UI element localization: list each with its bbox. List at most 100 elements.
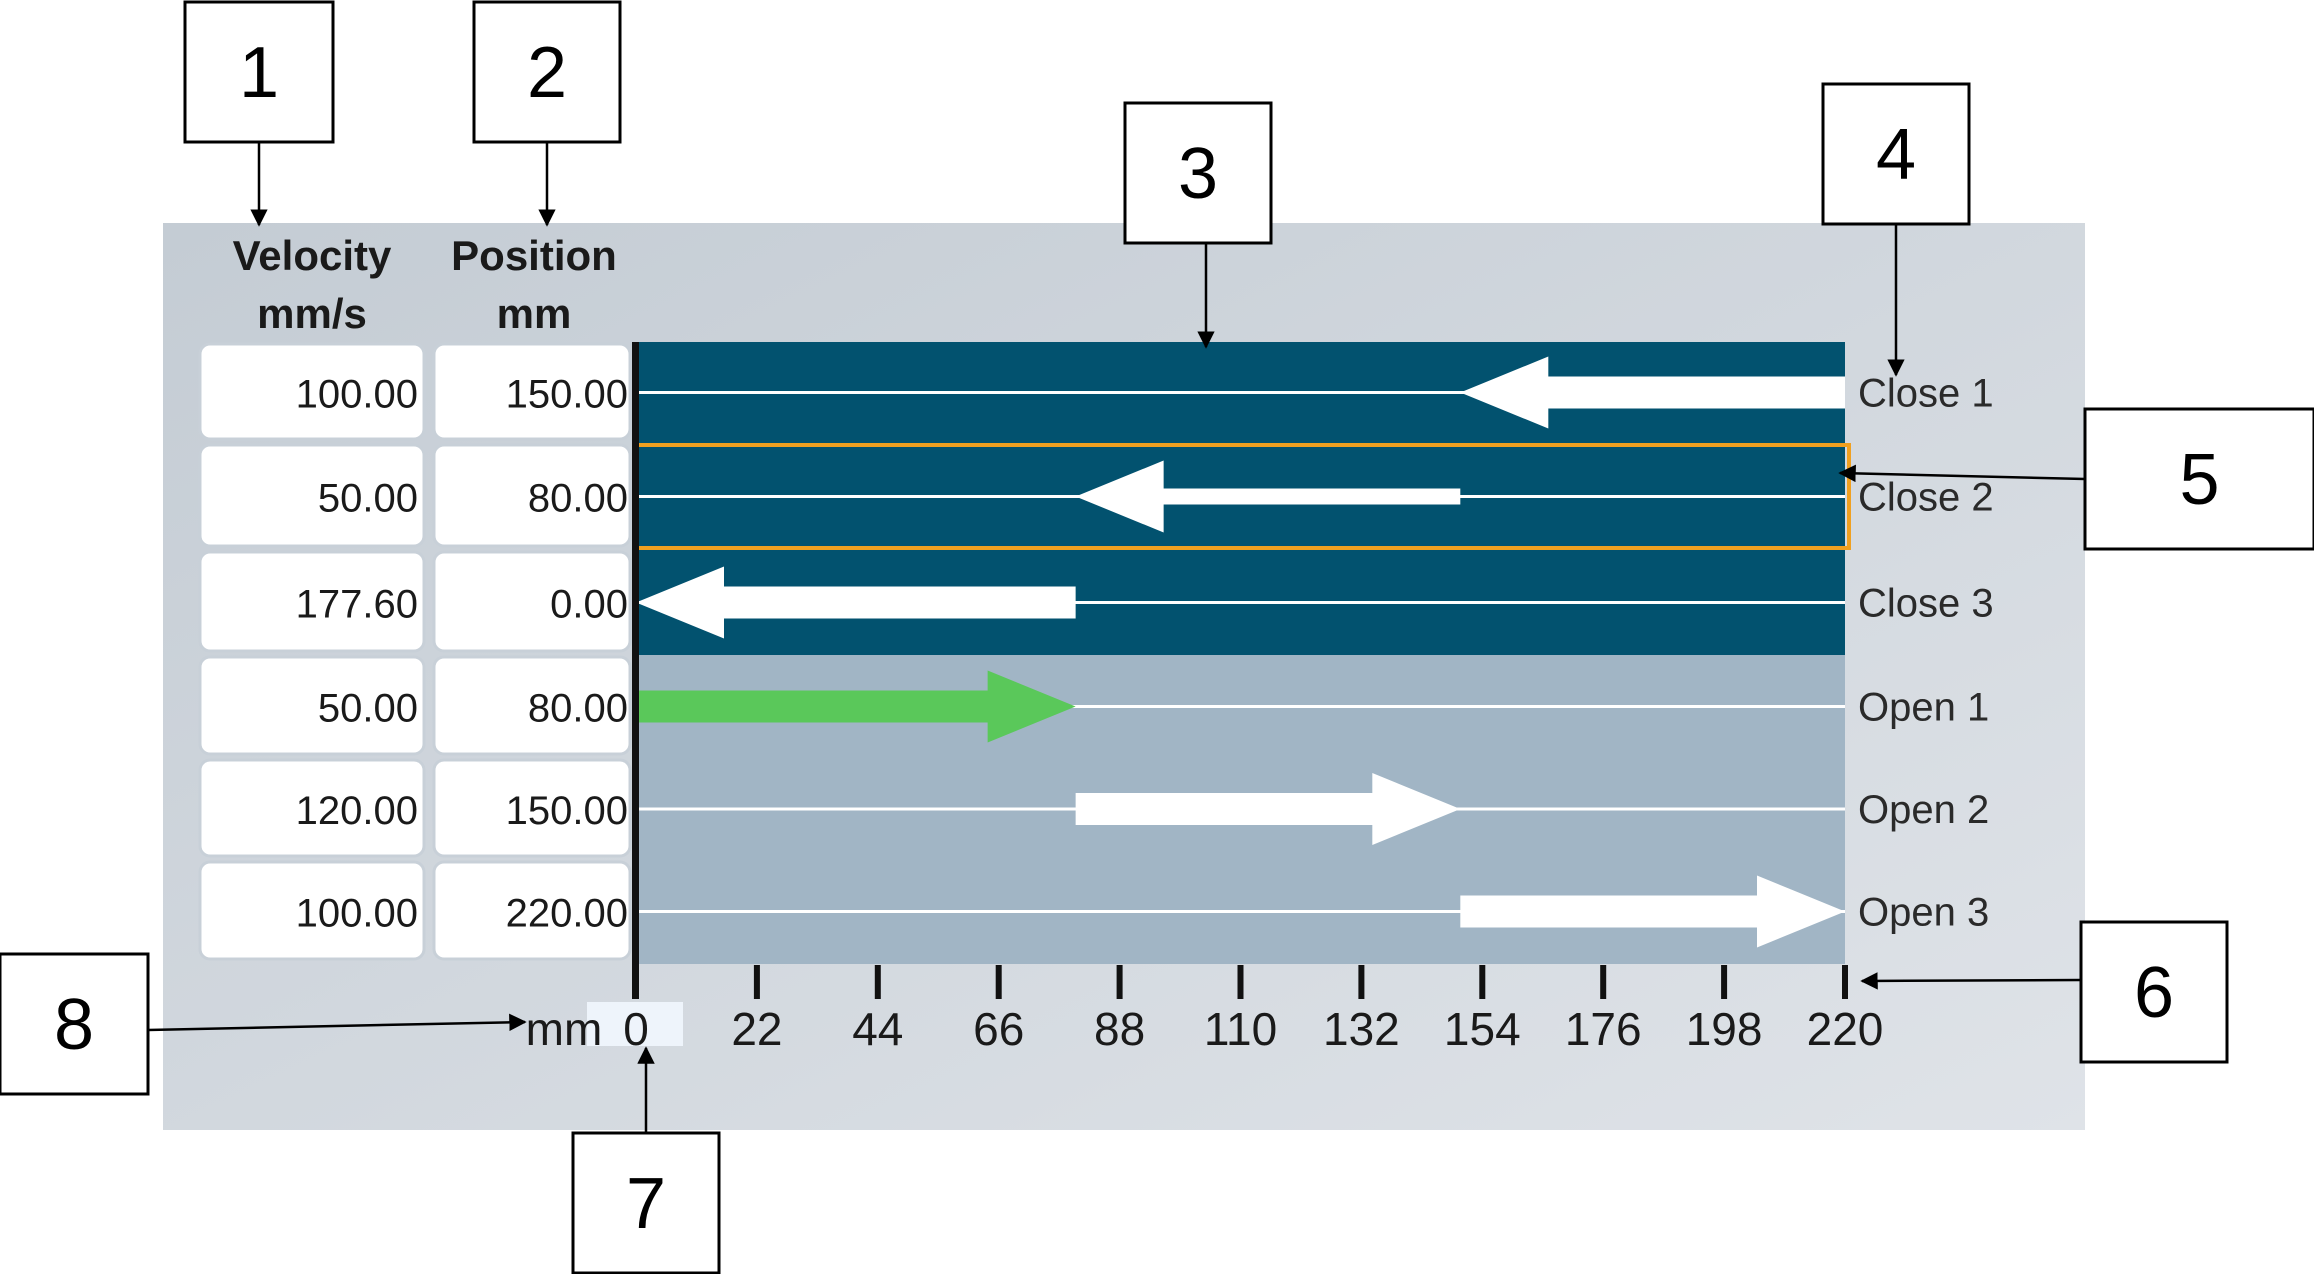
axis-tick [1721, 965, 1728, 999]
direction-arrow-3 [636, 566, 1076, 639]
callout-box [183, 0, 335, 144]
direction-arrow-5 [1075, 773, 1461, 845]
position-value: 80.00 [528, 477, 628, 521]
axis-tick-label: 88 [1094, 1003, 1145, 1055]
axis-tick [633, 965, 639, 999]
position-field-box[interactable] [432, 655, 632, 756]
velocity-value: 50.00 [318, 687, 418, 731]
position-input-5[interactable]: 150.00 [432, 758, 632, 858]
callout-box [1123, 101, 1273, 245]
callout-box [2083, 407, 2314, 551]
zero-axis-line [632, 342, 639, 999]
direction-arrow-6 [1460, 875, 1845, 948]
velocity-value: 50.00 [318, 477, 418, 521]
position-axis: 0 22 44 66 88 110 132 154 176 198 220 mm [526, 965, 1884, 1055]
velocity-field-box[interactable] [198, 860, 426, 961]
position-value: 0.00 [550, 583, 628, 627]
callout-box [1821, 82, 1971, 226]
position-field-box[interactable] [432, 550, 632, 653]
position-input-2[interactable]: 80.00 [432, 443, 632, 548]
velocity-value: 100.00 [296, 373, 418, 417]
callout-3: 3 [1123, 101, 1273, 349]
position-input-6[interactable]: 220.00 [432, 860, 632, 961]
velocity-field-box[interactable] [198, 758, 426, 858]
callout-number: 2 [527, 33, 567, 113]
segment-label-6: Open 3 [1858, 891, 1989, 935]
velocity-input-3[interactable]: 177.60 [198, 550, 426, 653]
velocity-value: 120.00 [296, 789, 418, 833]
callout-number: 4 [1876, 115, 1916, 195]
axis-tick-label: 22 [731, 1003, 782, 1055]
callout-number: 8 [54, 985, 94, 1065]
axis-tick [1600, 965, 1607, 999]
segment-labels: Close 1 Close 2 Close 3 Open 1 Open 2 Open 3 [1858, 372, 1994, 935]
callout-6: 6 [1860, 920, 2229, 1064]
position-value: 220.00 [506, 892, 628, 936]
direction-arrow-2 [1075, 460, 1461, 533]
position-field-box[interactable] [432, 860, 632, 961]
callout-box [0, 952, 150, 1096]
velocity-field-box[interactable] [198, 342, 426, 441]
axis-tick-label: 198 [1686, 1003, 1763, 1055]
zero-marker-box [587, 1002, 683, 1046]
callout-7: 7 [571, 1046, 721, 1274]
velocity-input-6[interactable]: 100.00 [198, 860, 426, 961]
segment-label-1: Close 1 [1858, 372, 1994, 416]
position-field-box[interactable] [432, 758, 632, 858]
position-input-4[interactable]: 80.00 [432, 655, 632, 756]
position-field-box[interactable] [432, 342, 632, 441]
velocity-field-box[interactable] [198, 550, 426, 653]
segment-label-2: Close 2 [1858, 476, 1994, 520]
axis-tick-label: 0 [623, 1003, 649, 1055]
velocity-value: 100.00 [296, 892, 418, 936]
axis-tick-label: 176 [1565, 1003, 1642, 1055]
segment-bands [634, 342, 1851, 964]
callout-number: 3 [1178, 134, 1218, 214]
position-unit: mm [497, 290, 572, 337]
callout-number: 1 [239, 33, 279, 113]
position-value: 80.00 [528, 687, 628, 731]
axis-tick-label: 66 [973, 1003, 1024, 1055]
position-input-1[interactable]: 150.00 [432, 342, 632, 441]
axis-tick-label: 132 [1323, 1003, 1400, 1055]
axis-tick [1358, 965, 1365, 999]
axis-tick [874, 965, 881, 999]
segment-label-5: Open 2 [1858, 788, 1989, 832]
velocity-field-box[interactable] [198, 655, 426, 756]
direction-arrow-1 [1460, 356, 1845, 429]
position-header: Position [451, 232, 617, 279]
callout-number: 6 [2134, 953, 2174, 1033]
callout-box [472, 0, 622, 144]
velocity-value: 177.60 [296, 583, 418, 627]
velocity-input-5[interactable]: 120.00 [198, 758, 426, 858]
callout-arrow [1838, 464, 2086, 483]
segment-label-3: Close 3 [1858, 582, 1994, 626]
position-input-3[interactable]: 0.00 [432, 550, 632, 653]
axis-tick [995, 965, 1002, 999]
axis-tick [1842, 965, 1848, 999]
velocity-input-1[interactable]: 100.00 [198, 342, 426, 441]
axis-tick [753, 965, 760, 999]
axis-tick-label: 220 [1807, 1003, 1884, 1055]
callout-arrow [1860, 972, 2082, 990]
active-direction-arrow-4 [636, 670, 1076, 743]
velocity-header: Velocity [233, 232, 392, 279]
axis-tick [1479, 965, 1486, 999]
axis-tick [1237, 965, 1244, 999]
callout-box [2079, 920, 2229, 1064]
callout-1: 1 [183, 0, 335, 227]
callout-box [571, 1131, 721, 1274]
velocity-input-4[interactable]: 50.00 [198, 655, 426, 756]
callout-4: 4 [1821, 82, 1971, 377]
axis-unit-label: mm [526, 1003, 603, 1055]
callout-5: 5 [1838, 407, 2314, 551]
callout-number: 7 [626, 1164, 666, 1244]
axis-tick-label: 44 [852, 1003, 903, 1055]
position-field-box[interactable] [432, 443, 632, 548]
velocity-field-box[interactable] [198, 443, 426, 548]
velocity-input-2[interactable]: 50.00 [198, 443, 426, 548]
velocity-unit: mm/s [257, 290, 367, 337]
callout-number: 5 [2179, 440, 2219, 520]
